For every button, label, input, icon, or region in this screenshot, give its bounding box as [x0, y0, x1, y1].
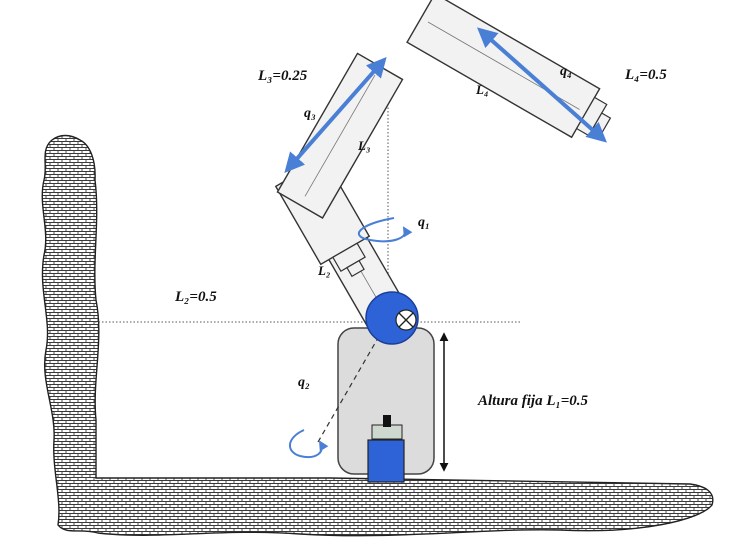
L4-link-label: L₄ — [475, 82, 488, 97]
wall-and-floor — [41, 134, 714, 537]
q1-rotation-arrow — [357, 217, 413, 243]
L3-link-label: L₃ — [357, 138, 370, 153]
L2-length-label: L₂=0.5 — [174, 289, 217, 305]
joint-cross-icon — [398, 312, 414, 328]
L4-length-label: L₄=0.5 — [624, 67, 667, 83]
q4-arrow — [477, 27, 607, 143]
q3-label: q₃ — [304, 106, 316, 121]
base-pin — [383, 415, 391, 427]
base-connector — [371, 424, 403, 440]
height-label: Altura fija L₁=0.5 — [477, 393, 589, 409]
rotary-joint — [365, 291, 419, 345]
L2-link-label: L₂ — [317, 263, 330, 278]
q2-label: q₂ — [298, 375, 310, 390]
q1-label: q₁ — [418, 215, 430, 230]
L2-cross-tip — [346, 259, 365, 278]
q2-rotation-arrow — [289, 429, 329, 458]
q4-label: q₄ — [560, 64, 572, 79]
q2-axis-line — [317, 337, 379, 443]
base-pedestal — [367, 439, 405, 483]
q3-arrow — [284, 56, 387, 174]
L3-length-label: L₃=0.25 — [257, 68, 308, 84]
